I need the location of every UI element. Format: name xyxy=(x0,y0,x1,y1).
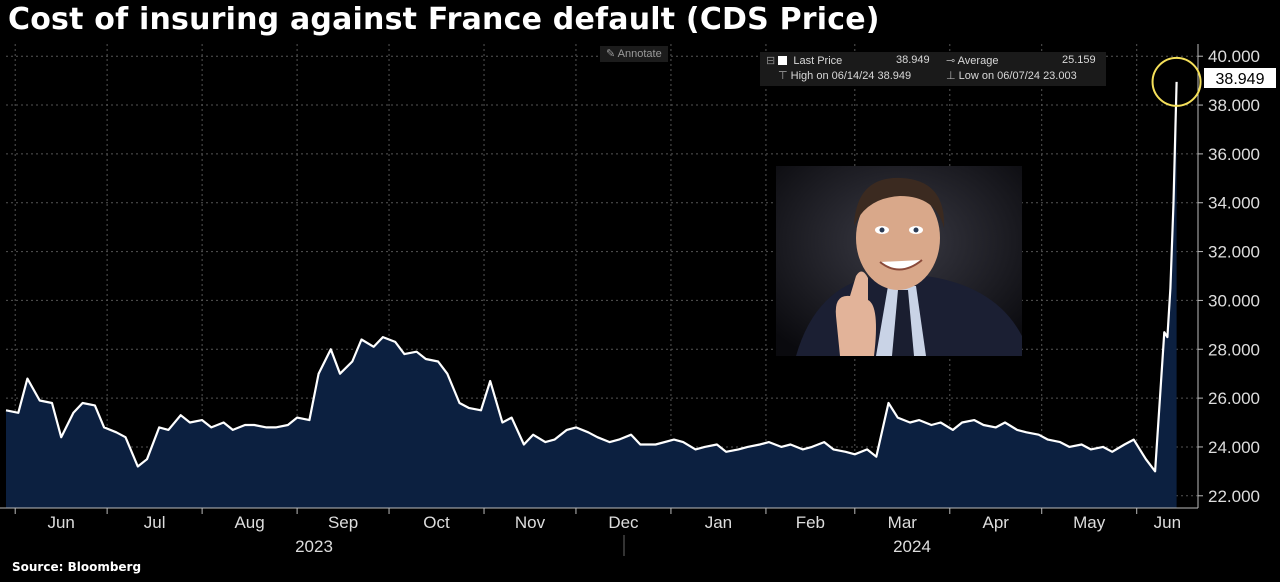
average-label: Average xyxy=(957,55,999,67)
year-label-2024: 2024 xyxy=(893,537,931,556)
y-tick-label: 38.000 xyxy=(1208,96,1260,115)
x-tick-label: Aug xyxy=(234,513,264,532)
source-note: Source: Bloomberg xyxy=(12,560,142,574)
y-tick-label: 30.000 xyxy=(1208,291,1260,310)
x-tick-label: Jan xyxy=(705,513,732,532)
legend-high: ⊤ High on 06/14/24 38.949 xyxy=(778,69,911,82)
last-price-tag-value: 38.949 xyxy=(1216,71,1265,88)
high-value: 38.949 xyxy=(877,70,912,82)
y-tick-label: 32.000 xyxy=(1208,243,1260,262)
series-area xyxy=(6,81,1177,509)
y-axis-ticks: 40.000 38.000 36.000 34.000 32.000 30.000 28.0… xyxy=(1198,47,1260,506)
x-tick-label: Apr xyxy=(983,513,1010,532)
x-tick-label: May xyxy=(1073,513,1106,532)
x-tick-label: Jun xyxy=(47,513,74,532)
last-price-label: Last Price xyxy=(793,55,843,67)
highlight-circle xyxy=(1151,56,1202,107)
low-value: 23.003 xyxy=(1043,70,1077,82)
last-price-value: 38.949 xyxy=(896,54,930,66)
average-line-icon: ⊸ xyxy=(946,55,958,67)
high-label: High on 06/14/24 xyxy=(790,70,875,82)
x-axis-ticks: Jun Jul Aug Sep Oct Nov Dec Jan Feb Mar Apr May Jun xyxy=(14,508,1181,532)
low-label: Low on 06/07/24 xyxy=(958,70,1040,82)
x-tick-label: Sep xyxy=(328,513,358,532)
x-tick-label: Jul xyxy=(144,513,166,532)
x-tick-label: Nov xyxy=(515,513,546,532)
legend-box: ⊟ Last Price 38.949 ⊸ Average 25.159 ⊤ H… xyxy=(760,52,1106,86)
y-tick-label: 40.000 xyxy=(1208,47,1260,66)
y-tick-label: 26.000 xyxy=(1208,389,1260,408)
x-tick-label: Mar xyxy=(888,513,918,532)
annotate-button[interactable]: ✎ Annotate xyxy=(600,46,668,62)
low-marker-icon: ⊥ xyxy=(946,70,959,82)
annotate-label: Annotate xyxy=(617,48,662,60)
chart-title: Cost of insuring against France default … xyxy=(8,2,880,37)
legend-average: ⊸ Average xyxy=(946,54,998,67)
legend-low: ⊥ Low on 06/07/24 23.003 xyxy=(946,69,1077,82)
x-tick-label: Feb xyxy=(796,513,825,532)
last-price-tag: 38.949 xyxy=(1204,68,1276,88)
year-label-2023: 2023 xyxy=(295,537,333,556)
pencil-icon: ✎ xyxy=(606,48,618,60)
x-tick-label: Oct xyxy=(423,513,450,532)
y-tick-label: 34.000 xyxy=(1208,194,1260,213)
portrait-photo xyxy=(776,166,1022,356)
y-tick-label: 28.000 xyxy=(1208,340,1260,359)
legend-last-price: ⊟ Last Price xyxy=(766,54,842,67)
y-tick-label: 36.000 xyxy=(1208,145,1260,164)
last-price-swatch-icon xyxy=(778,56,788,65)
y-tick-label: 24.000 xyxy=(1208,438,1260,457)
series-line xyxy=(5,81,1178,473)
high-marker-icon: ⊤ xyxy=(778,70,791,82)
average-value: 25.159 xyxy=(1062,54,1096,66)
y-tick-label: 22.000 xyxy=(1208,487,1260,506)
x-tick-label: Jun xyxy=(1154,513,1181,532)
expand-icon[interactable]: ⊟ xyxy=(766,55,776,67)
x-tick-label: Dec xyxy=(608,513,639,532)
